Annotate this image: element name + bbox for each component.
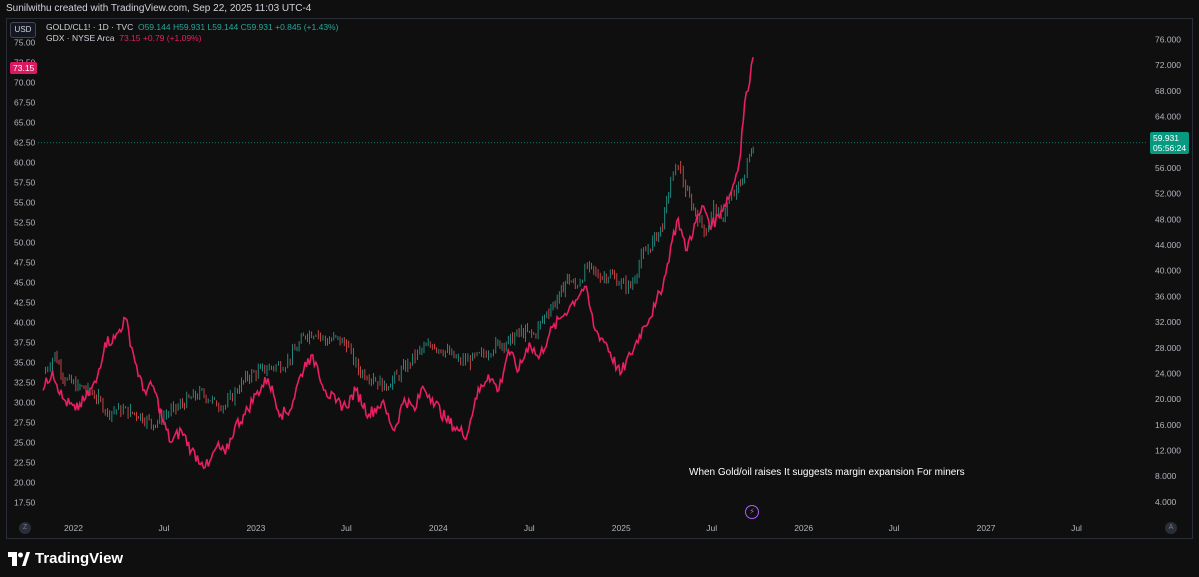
tradingview-brand: TradingView bbox=[35, 550, 124, 567]
left-axis-tick-label: 50.00 bbox=[14, 237, 36, 247]
x-tick-label: Jul bbox=[1071, 523, 1082, 533]
right-axis-tick-label: 56.000 bbox=[1155, 163, 1181, 173]
left-axis-tick-label: 55.00 bbox=[14, 197, 36, 207]
gold-oil-price-value: 59.931 bbox=[1153, 133, 1179, 143]
right-axis-tick-label: 48.000 bbox=[1155, 214, 1181, 224]
gdx-price-badge: 73.15 bbox=[10, 62, 38, 74]
left-axis-tick-label: 20.00 bbox=[14, 477, 36, 487]
right-axis-tick-label: 4.000 bbox=[1155, 497, 1177, 507]
left-axis-tick-label: 40.00 bbox=[14, 317, 36, 327]
left-axis-tick-label: 47.50 bbox=[14, 257, 36, 267]
left-axis-tick-label: 32.50 bbox=[14, 377, 36, 387]
x-tick-label: 2022 bbox=[64, 523, 83, 533]
lightning-icon[interactable]: ⚡ bbox=[745, 505, 759, 519]
left-axis-tick-label: 45.00 bbox=[14, 277, 36, 287]
left-axis-tick-label: 70.00 bbox=[14, 77, 36, 87]
right-axis-tick-label: 68.000 bbox=[1155, 86, 1181, 96]
left-axis-tick-label: 42.50 bbox=[14, 297, 36, 307]
legend-row-gold-oil[interactable]: GOLD/CL1! · 1D · TVC O59.144 H59.931 L59… bbox=[46, 22, 338, 33]
x-tick-label: Jul bbox=[159, 523, 170, 533]
attribution-bar: Sunilwithu created with TradingView.com,… bbox=[0, 0, 1199, 18]
right-axis-tick-label: 44.000 bbox=[1155, 240, 1181, 250]
time-axis-zoom-button[interactable]: Z bbox=[19, 522, 31, 534]
chart-frame[interactable] bbox=[6, 18, 1193, 539]
right-axis-tick-label: 28.000 bbox=[1155, 343, 1181, 353]
legend-row-gdx[interactable]: GDX · NYSE Arca 73.15 +0.79 (+1.09%) bbox=[46, 33, 338, 44]
legend-gdx-last: 73.15 bbox=[119, 33, 141, 43]
legend-gold-oil-open: O59.144 bbox=[137, 22, 171, 32]
right-axis-tick-label: 32.000 bbox=[1155, 317, 1181, 327]
attribution-text: Sunilwithu created with TradingView.com,… bbox=[6, 3, 312, 14]
gold-oil-price-badge: 59.931 05:56:24 bbox=[1150, 132, 1190, 154]
right-axis-tick-label: 20.000 bbox=[1155, 394, 1181, 404]
right-axis-tick-label: 36.000 bbox=[1155, 291, 1181, 301]
left-axis-tick-label: 52.50 bbox=[14, 217, 36, 227]
right-axis-tick-label: 24.000 bbox=[1155, 368, 1181, 378]
chart-annotation: When Gold/oil raises It suggests margin … bbox=[689, 467, 965, 478]
legend-gold-oil-close: C59.931 bbox=[240, 22, 273, 32]
left-axis-tick-label: 65.00 bbox=[14, 117, 36, 127]
x-tick-label: Jul bbox=[524, 523, 535, 533]
right-axis-tick-label: 64.000 bbox=[1155, 112, 1181, 122]
footer: TradingView bbox=[0, 539, 1199, 577]
x-tick-label: 2024 bbox=[429, 523, 448, 533]
legend-gdx-symbol: GDX · NYSE Arca bbox=[46, 33, 115, 43]
left-axis-tick-label: 35.00 bbox=[14, 357, 36, 367]
x-tick-label: Jul bbox=[706, 523, 717, 533]
right-axis-tick-label: 72.000 bbox=[1155, 60, 1181, 70]
legend-gold-oil-change: +0.845 (+1.43%) bbox=[275, 22, 339, 32]
left-axis-tick-label: 75.00 bbox=[14, 37, 36, 47]
x-tick-label: Jul bbox=[889, 523, 900, 533]
legend-gdx-change: +0.79 (+1.09%) bbox=[142, 33, 202, 43]
right-axis-tick-label: 40.000 bbox=[1155, 266, 1181, 276]
legend-gold-oil-symbol: GOLD/CL1! · 1D · TVC bbox=[46, 22, 134, 32]
left-axis-tick-label: 57.50 bbox=[14, 177, 36, 187]
left-axis-tick-label: 22.50 bbox=[14, 457, 36, 467]
left-axis-tick-label: 60.00 bbox=[14, 157, 36, 167]
right-axis-tick-label: 52.000 bbox=[1155, 189, 1181, 199]
left-axis-tick-label: 30.00 bbox=[14, 397, 36, 407]
chart-legend: GOLD/CL1! · 1D · TVC O59.144 H59.931 L59… bbox=[46, 22, 338, 44]
left-axis-tick-label: 27.50 bbox=[14, 417, 36, 427]
currency-button[interactable]: USD bbox=[10, 22, 36, 38]
x-tick-label: 2027 bbox=[977, 523, 996, 533]
left-axis-tick-label: 25.00 bbox=[14, 437, 36, 447]
tradingview-logo[interactable]: TradingView bbox=[8, 550, 123, 567]
left-axis-tick-label: 17.50 bbox=[14, 497, 36, 507]
left-axis-tick-label: 67.50 bbox=[14, 97, 36, 107]
x-tick-label: 2026 bbox=[794, 523, 813, 533]
legend-gold-oil-high: H59.931 bbox=[172, 22, 206, 32]
right-axis-tick-label: 76.000 bbox=[1155, 35, 1181, 45]
right-axis-tick-label: 8.000 bbox=[1155, 471, 1177, 481]
left-axis-tick-label: 62.50 bbox=[14, 137, 36, 147]
x-tick-label: Jul bbox=[341, 523, 352, 533]
x-tick-label: 2023 bbox=[246, 523, 265, 533]
auto-scale-button[interactable]: A bbox=[1165, 522, 1177, 534]
gdx-series-line bbox=[42, 57, 754, 470]
tradingview-logo-icon bbox=[8, 551, 30, 566]
legend-gold-oil-low: L59.144 bbox=[207, 22, 239, 32]
x-tick-label: 2025 bbox=[612, 523, 631, 533]
bar-countdown: 05:56:24 bbox=[1153, 143, 1187, 153]
right-axis-tick-label: 12.000 bbox=[1155, 446, 1181, 456]
right-axis-tick-label: 16.000 bbox=[1155, 420, 1181, 430]
left-axis-tick-label: 37.50 bbox=[14, 337, 36, 347]
